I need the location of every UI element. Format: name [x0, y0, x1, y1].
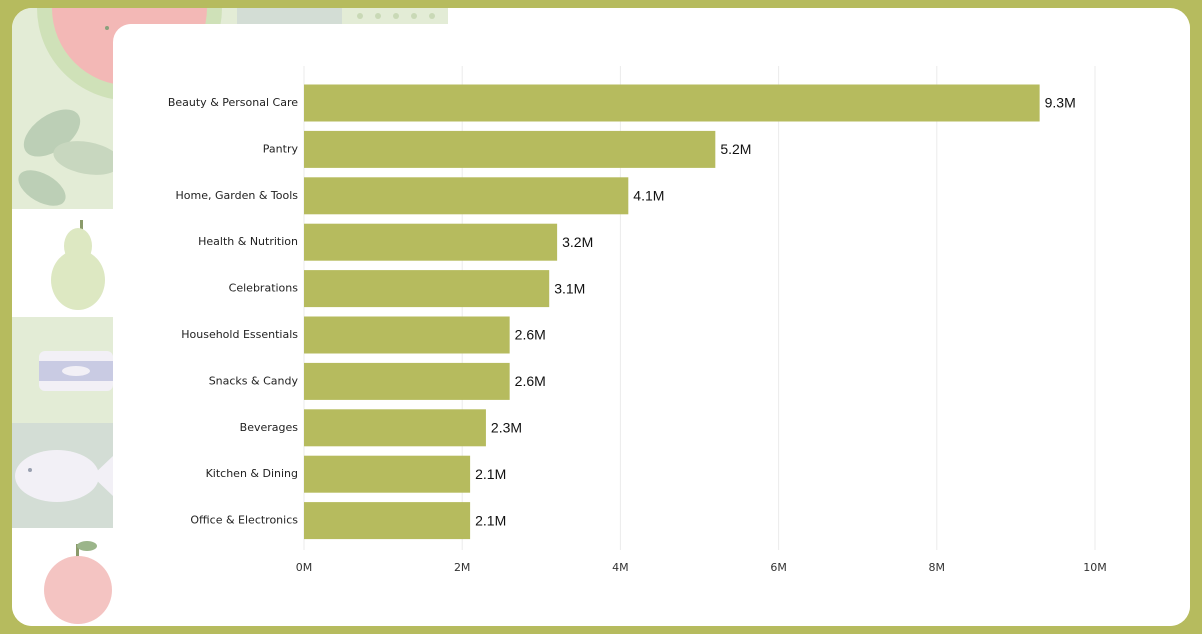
value-label: 9.3M	[1045, 95, 1076, 111]
bar	[304, 223, 558, 261]
category-label: Health & Nutrition	[198, 235, 298, 248]
bar-chart: 0M 2M 4M 6M 8M 10M Beauty & Personal Care 9.3M P…	[168, 66, 1107, 574]
category-label: Celebrations	[229, 282, 299, 295]
bar	[304, 130, 716, 168]
x-tick-label: 6M	[770, 561, 787, 574]
value-label: 3.2M	[562, 234, 593, 250]
x-tick-label: 2M	[454, 561, 471, 574]
value-label: 2.6M	[515, 327, 546, 343]
value-label: 2.3M	[491, 420, 522, 436]
bar	[304, 455, 471, 493]
value-label: 2.1M	[475, 466, 506, 482]
x-tick-label: 0M	[296, 561, 313, 574]
category-label: Beauty & Personal Care	[168, 96, 298, 109]
bar	[304, 177, 629, 215]
category-label: Office & Electronics	[190, 514, 298, 527]
x-tick-label: 10M	[1083, 561, 1107, 574]
bar	[304, 502, 471, 540]
category-label: Kitchen & Dining	[206, 467, 298, 480]
bar	[304, 84, 1040, 122]
category-label: Home, Garden & Tools	[176, 189, 299, 202]
bar	[304, 270, 550, 308]
value-label: 5.2M	[720, 141, 751, 157]
value-label: 4.1M	[633, 188, 664, 204]
category-label: Household Essentials	[181, 328, 298, 341]
leaf-icon	[18, 109, 121, 206]
bar	[304, 316, 510, 354]
bar	[304, 362, 510, 400]
bar	[304, 409, 486, 447]
category-label: Beverages	[240, 421, 299, 434]
dots-pattern-icon	[357, 13, 435, 19]
x-tick-label: 8M	[929, 561, 946, 574]
apple-icon	[44, 541, 112, 624]
category-label: Pantry	[263, 142, 299, 155]
category-label: Snacks & Candy	[209, 374, 299, 387]
pear-icon	[51, 220, 105, 310]
value-label: 3.1M	[554, 280, 585, 296]
x-tick-label: 4M	[612, 561, 629, 574]
value-label: 2.6M	[515, 373, 546, 389]
chart-frame: 0M 2M 4M 6M 8M 10M Beauty & Personal Care 9.3M P…	[12, 8, 1190, 626]
chart-card: 0M 2M 4M 6M 8M 10M Beauty & Personal Care 9.3M P…	[113, 24, 1190, 626]
fish-icon	[15, 450, 113, 502]
value-label: 2.1M	[475, 512, 506, 528]
can-icon	[39, 351, 113, 391]
